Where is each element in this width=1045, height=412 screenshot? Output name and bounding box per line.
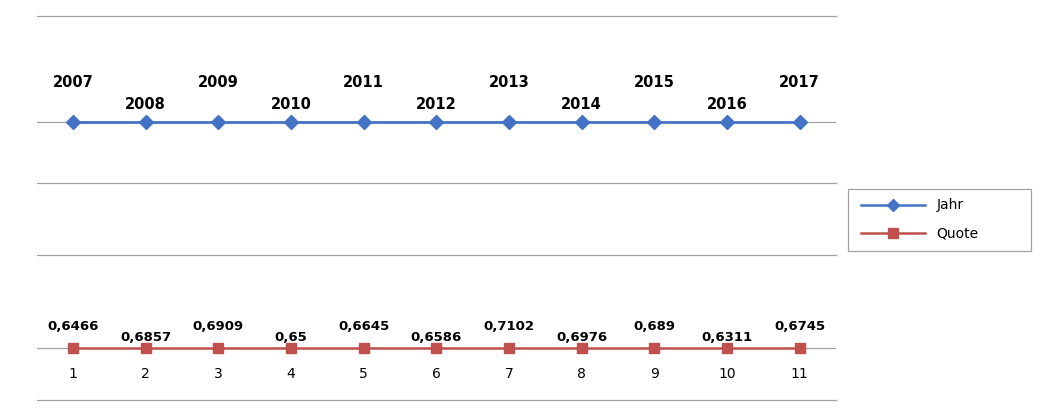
Text: 2013: 2013: [489, 75, 530, 90]
Text: 2009: 2009: [198, 75, 238, 90]
Text: 0,6586: 0,6586: [411, 331, 462, 344]
Text: 2007: 2007: [52, 75, 93, 90]
Text: 0,689: 0,689: [633, 320, 675, 332]
Text: 0,65: 0,65: [275, 331, 307, 344]
Text: 5: 5: [359, 367, 368, 381]
Text: 2011: 2011: [343, 75, 385, 90]
Text: 7: 7: [505, 367, 513, 381]
Text: 2016: 2016: [706, 96, 747, 112]
Text: 10: 10: [718, 367, 736, 381]
Text: 9: 9: [650, 367, 658, 381]
Text: Quote: Quote: [936, 227, 979, 241]
Text: 11: 11: [791, 367, 809, 381]
Text: 0,7102: 0,7102: [484, 320, 534, 332]
Text: 2014: 2014: [561, 96, 602, 112]
Text: 0,6745: 0,6745: [774, 320, 826, 332]
Text: 6: 6: [432, 367, 441, 381]
Text: Jahr: Jahr: [936, 198, 963, 212]
Text: 1: 1: [69, 367, 77, 381]
Text: 8: 8: [577, 367, 586, 381]
Text: 0,6311: 0,6311: [701, 331, 752, 344]
Text: 2008: 2008: [125, 96, 166, 112]
Text: 2015: 2015: [634, 75, 675, 90]
Text: 2: 2: [141, 367, 150, 381]
Text: 0,6909: 0,6909: [192, 320, 243, 332]
Text: 0,6976: 0,6976: [556, 331, 607, 344]
Text: 2012: 2012: [416, 96, 457, 112]
Text: 0,6645: 0,6645: [338, 320, 389, 332]
Text: 2010: 2010: [271, 96, 311, 112]
Text: 0,6857: 0,6857: [120, 331, 171, 344]
Text: 0,6466: 0,6466: [47, 320, 98, 332]
Text: 3: 3: [214, 367, 223, 381]
Text: 2017: 2017: [780, 75, 820, 90]
Text: 4: 4: [286, 367, 296, 381]
